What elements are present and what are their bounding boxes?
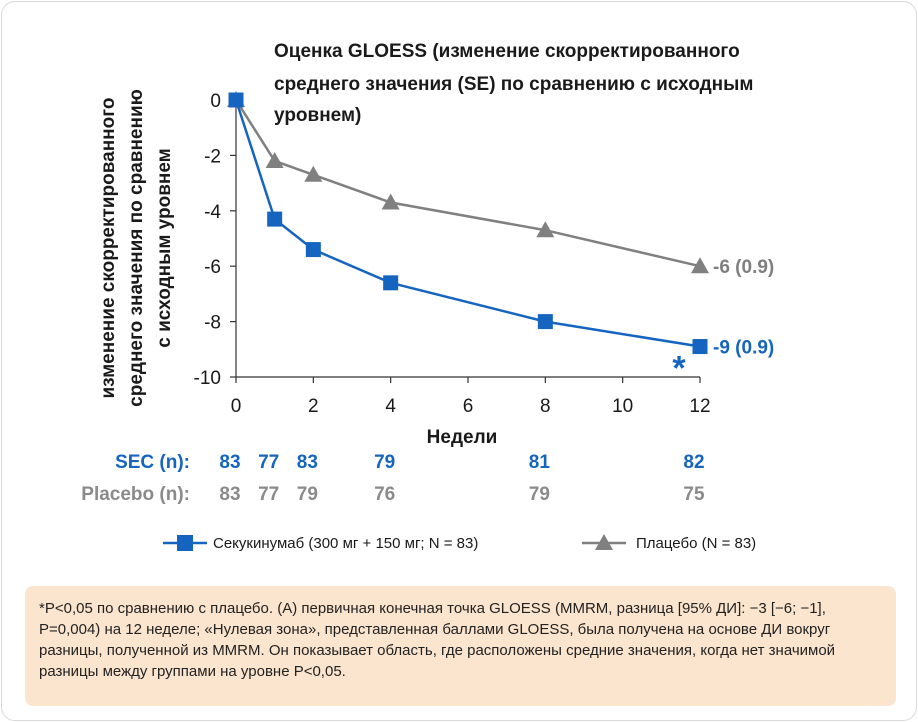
sec-n-row-label: SEC (n): <box>115 452 190 473</box>
sec-n-value: 79 <box>374 452 395 473</box>
placebo-n-value: 76 <box>374 484 395 505</box>
sec-n-value: 83 <box>297 452 318 473</box>
chart-title-line-3: уровнем) <box>274 105 361 126</box>
sec-point <box>537 314 553 330</box>
placebo-point <box>304 165 323 182</box>
placebo-point <box>691 257 709 274</box>
x-tick-label: 2 <box>308 396 319 417</box>
significance-asterisk: * <box>672 350 686 388</box>
y-tick-label: -6 <box>204 257 221 278</box>
x-tick-label: 4 <box>385 396 396 417</box>
y-tick-label: -10 <box>194 368 221 389</box>
placebo-n-row-label: Placebo (n): <box>81 484 190 505</box>
footnote: *P<0,05 по сравнению с плацебо. (A) перв… <box>25 586 896 706</box>
series-line-sec <box>234 99 701 348</box>
sec-point <box>305 242 321 258</box>
y-tick-label: -8 <box>204 313 221 334</box>
plot-area: 0 -2 -4 -6 -8 -10 0 2 4 6 8 10 12 -9 (0.9) -6 (0.9) * 83… <box>194 91 774 505</box>
y-axis-label-line-2: среднего значения по сравнению <box>126 89 147 407</box>
chart-title-line-1: Оценка GLOESS (изменение скорректированн… <box>274 41 740 62</box>
placebo-n-value: 79 <box>297 484 318 505</box>
series-line-placebo <box>234 99 701 268</box>
placebo-point <box>536 221 555 238</box>
y-axis-label-line-1: изменение скорректированного <box>98 97 119 398</box>
x-tick-label: 6 <box>463 396 474 417</box>
legend-sec-square-marker <box>177 535 193 551</box>
legend-placebo-label: Плацебо (N = 83) <box>636 535 756 552</box>
sec-end-label: -9 (0.9) <box>713 338 774 359</box>
sec-point <box>383 275 399 291</box>
y-tick-label: 0 <box>210 91 221 112</box>
sec-point <box>228 92 244 108</box>
legend-placebo-triangle-marker <box>595 534 613 550</box>
placebo-point <box>265 151 284 168</box>
sec-point <box>692 339 708 355</box>
x-tick-label: 0 <box>231 396 242 417</box>
x-tick-label: 10 <box>612 396 633 417</box>
placebo-point <box>381 193 400 210</box>
sec-point <box>267 211 283 227</box>
chart-title-line-2: среднего значения (SE) по сравнению с ис… <box>274 74 753 95</box>
sec-n-value: 81 <box>529 452 551 473</box>
placebo-end-label: -6 (0.9) <box>713 257 774 278</box>
x-tick-label: 8 <box>540 396 551 417</box>
x-axis-label: Недели <box>427 427 498 448</box>
x-tick-label: 12 <box>689 396 710 417</box>
y-tick-label: -2 <box>204 146 221 167</box>
legend: Секукинумаб (300 мг + 150 мг; N = 83) Пл… <box>163 534 756 552</box>
legend-sec-label: Секукинумаб (300 мг + 150 мг; N = 83) <box>213 535 478 552</box>
y-axis-label-line-3: с исходным уровнем <box>154 148 175 347</box>
y-tick-label: -4 <box>204 202 221 223</box>
sec-n-value: 83 <box>219 452 240 473</box>
placebo-n-value: 75 <box>683 484 705 505</box>
placebo-n-value: 77 <box>258 484 279 505</box>
sec-n-value: 82 <box>683 452 704 473</box>
placebo-n-value: 83 <box>219 484 240 505</box>
placebo-n-value: 79 <box>529 484 550 505</box>
sec-n-value: 77 <box>258 452 279 473</box>
